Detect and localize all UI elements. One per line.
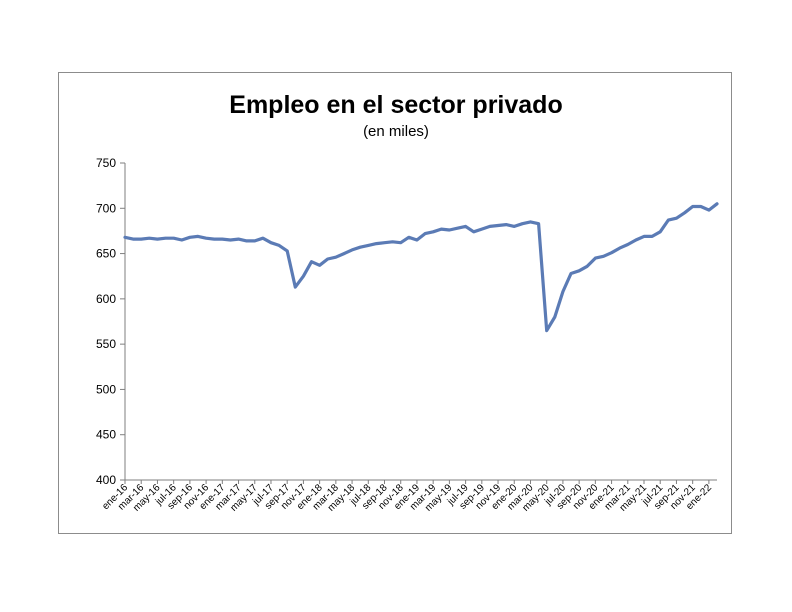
data-point [261, 237, 264, 240]
data-point [529, 220, 532, 223]
data-point [667, 219, 670, 222]
data-point [229, 238, 232, 241]
data-point [375, 242, 378, 245]
data-point [140, 238, 143, 241]
data-point [302, 275, 305, 278]
data-point [124, 236, 127, 239]
data-point [310, 260, 313, 263]
data-point [643, 235, 646, 238]
data-point [553, 315, 556, 318]
data-point [472, 230, 475, 233]
y-tick-label: 750 [96, 156, 116, 170]
series-line [123, 202, 719, 333]
y-tick-label: 650 [96, 247, 116, 261]
data-point [148, 237, 151, 240]
data-point [424, 232, 427, 235]
data-point [586, 265, 589, 268]
data-point [326, 258, 329, 261]
y-tick-label: 600 [96, 292, 116, 306]
data-point [659, 230, 662, 233]
y-tick-label: 550 [96, 337, 116, 351]
data-point [367, 244, 370, 247]
chart-frame: Empleo en el sector privado (en miles) 4… [58, 72, 732, 534]
data-point [432, 230, 435, 233]
data-point [626, 243, 629, 246]
data-point [359, 246, 362, 249]
data-point [537, 222, 540, 225]
data-point [383, 241, 386, 244]
data-point [253, 239, 256, 242]
data-point [221, 238, 224, 241]
data-point [561, 290, 564, 293]
data-point [237, 238, 240, 241]
data-point [691, 205, 694, 208]
data-point [294, 286, 297, 289]
data-point [342, 252, 345, 255]
data-point [318, 264, 321, 267]
plot-area [123, 202, 719, 333]
data-point [578, 269, 581, 272]
data-point [480, 228, 483, 231]
y-tick-label: 450 [96, 428, 116, 442]
chart-title: Empleo en el sector privado [229, 91, 562, 119]
y-tick-label: 400 [96, 473, 116, 487]
data-point [399, 241, 402, 244]
data-point [156, 238, 159, 241]
data-point [707, 209, 710, 212]
data-point [415, 238, 418, 241]
data-point [570, 272, 573, 275]
data-point [618, 247, 621, 250]
chart-subtitle: (en miles) [363, 123, 429, 140]
data-point [351, 248, 354, 251]
data-point [213, 238, 216, 241]
data-point [391, 240, 394, 243]
data-point [164, 237, 167, 240]
data-point [334, 256, 337, 259]
data-point [448, 229, 451, 232]
data-point [545, 329, 548, 332]
data-point [634, 238, 637, 241]
data-point [132, 238, 135, 241]
data-point [180, 238, 183, 241]
line-chart: Empleo en el sector privado (en miles) 4… [96, 91, 719, 514]
data-point [278, 244, 281, 247]
y-tick-label: 700 [96, 201, 116, 215]
data-point [716, 202, 719, 205]
data-point [602, 255, 605, 258]
data-point [488, 225, 491, 228]
y-tick-label: 500 [96, 382, 116, 396]
data-point [456, 227, 459, 230]
data-point [594, 257, 597, 260]
y-axis: 400 450 500 550 600 650 700 750 [96, 156, 126, 487]
data-point [196, 235, 199, 238]
data-point [513, 225, 516, 228]
data-point [521, 222, 524, 225]
data-point [172, 237, 175, 240]
data-point [699, 205, 702, 208]
data-point [245, 239, 248, 242]
data-point [610, 251, 613, 254]
data-point [286, 249, 289, 252]
x-axis: ene-16mar-16may-16jul-16sep-16nov-16ene-… [100, 479, 717, 514]
data-point [464, 225, 467, 228]
data-point [505, 223, 508, 226]
data-point [675, 217, 678, 220]
data-point [205, 237, 208, 240]
data-point [683, 211, 686, 214]
data-point [651, 235, 654, 238]
data-point [269, 241, 272, 244]
data-point [407, 236, 410, 239]
data-point [440, 228, 443, 231]
data-point [497, 224, 500, 227]
data-point [188, 236, 191, 239]
